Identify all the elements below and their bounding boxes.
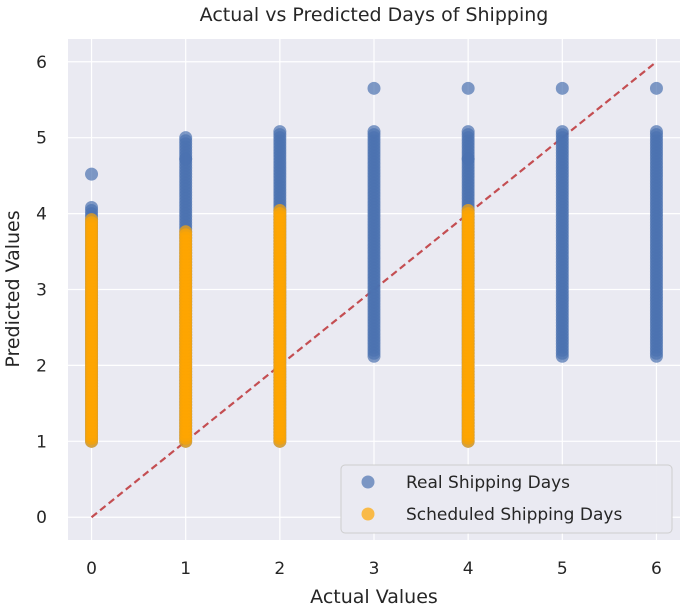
data-point: [273, 125, 287, 139]
data-point: [555, 125, 569, 139]
x-tick-labels: 0 1 2 3 4 5 6: [86, 559, 662, 579]
x-tick-label: 1: [180, 559, 191, 579]
data-point: [85, 213, 99, 227]
y-tick-label: 4: [36, 205, 47, 225]
data-point: [179, 225, 193, 239]
data-point: [555, 81, 569, 95]
x-tick-label: 2: [274, 559, 285, 579]
x-tick-label: 3: [369, 559, 380, 579]
data-points: [85, 81, 663, 448]
y-axis-label: Predicted Values: [2, 210, 24, 367]
data-point: [649, 125, 663, 139]
y-tick-labels: 0 1 2 3 4 5 6: [36, 53, 47, 528]
x-tick-label: 4: [463, 559, 474, 579]
data-point: [179, 152, 193, 166]
x-tick-label: 0: [86, 559, 97, 579]
y-tick-label: 5: [36, 129, 47, 149]
data-point: [85, 201, 99, 215]
data-point: [273, 204, 287, 218]
legend-label-scheduled: Scheduled Shipping Days: [406, 505, 622, 525]
x-tick-label: 5: [557, 559, 568, 579]
data-point: [179, 131, 193, 145]
data-point: [461, 152, 475, 166]
x-tick-label: 6: [651, 559, 662, 579]
y-tick-label: 3: [36, 281, 47, 301]
data-point: [367, 125, 381, 139]
legend: Real Shipping Days Scheduled Shipping Da…: [340, 464, 673, 534]
y-tick-label: 0: [36, 508, 47, 528]
data-point: [461, 125, 475, 139]
y-tick-label: 1: [36, 432, 47, 452]
data-point: [461, 389, 475, 403]
x-axis-label: Actual Values: [310, 586, 438, 608]
data-point: [367, 81, 381, 95]
legend-marker-scheduled: [361, 507, 375, 521]
legend-marker-real: [361, 475, 375, 489]
series-scheduled: [85, 204, 475, 448]
legend-box: [340, 464, 673, 534]
legend-label-real: Real Shipping Days: [406, 473, 570, 493]
data-point: [461, 81, 475, 95]
data-point: [649, 81, 663, 95]
data-point: [85, 167, 99, 181]
data-point: [461, 204, 475, 218]
y-tick-label: 6: [36, 53, 47, 73]
chart-title: Actual vs Predicted Days of Shipping: [200, 4, 549, 26]
y-tick-label: 2: [36, 356, 47, 376]
